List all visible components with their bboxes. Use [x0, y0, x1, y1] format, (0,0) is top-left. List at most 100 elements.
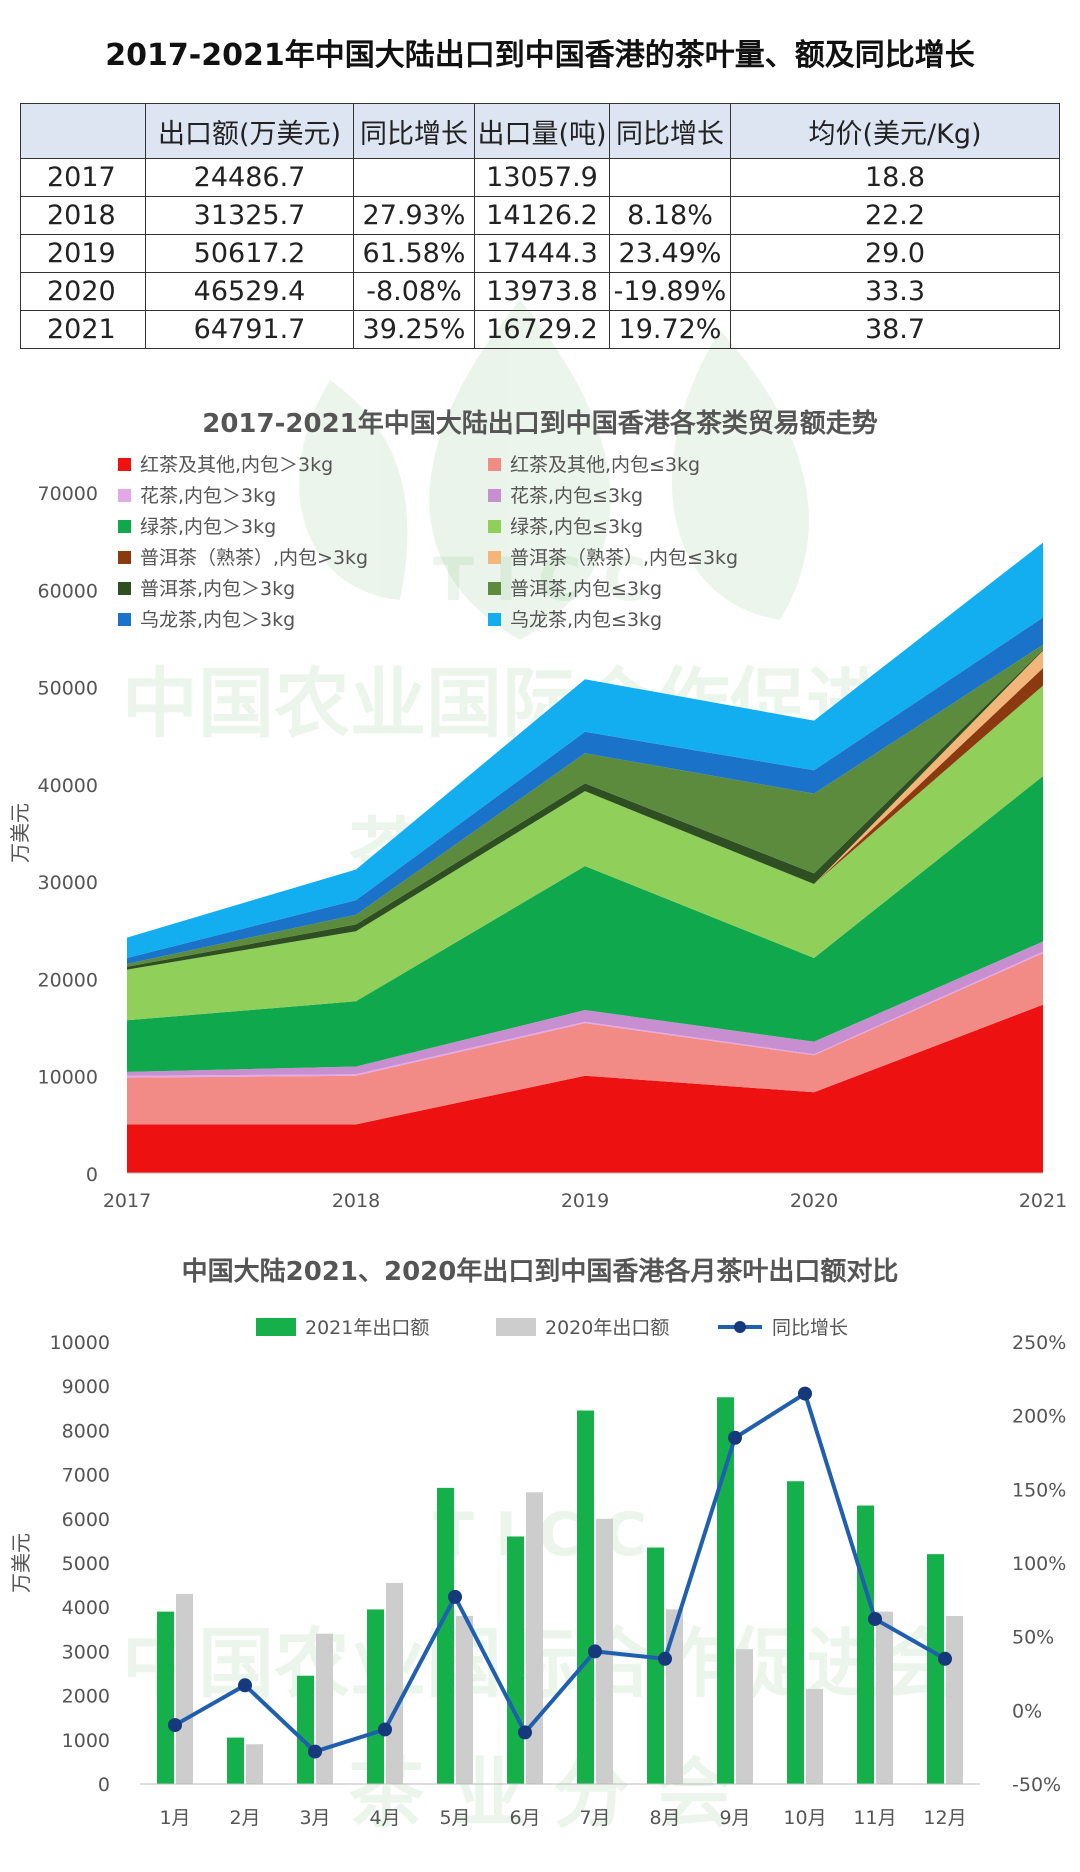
combo-x-tick-label: 5月 — [439, 1807, 470, 1829]
bar-2021 — [437, 1487, 454, 1784]
table-cell: 31325.7 — [145, 196, 354, 235]
legend-swatch — [488, 613, 501, 626]
bar-2020 — [526, 1492, 543, 1784]
combo-y-tick-label: 9000 — [62, 1376, 110, 1398]
bar-2020 — [946, 1616, 963, 1784]
table-row: 2018 31325.7 27.93% 14126.2 8.18% 22.2 — [20, 196, 1060, 235]
combo-x-tick-label: 2月 — [229, 1807, 260, 1829]
table-cell: 17444.3 — [474, 234, 610, 273]
area-y-tick-label: 70000 — [38, 483, 98, 505]
table-cell — [609, 158, 731, 197]
combo-y-tick-label: 4000 — [62, 1597, 110, 1619]
summary-table: 出口额(万美元) 同比增长 出口量(吨) 同比增长 均价(美元/Kg) 2017… — [20, 103, 1060, 349]
legend-label: 普洱茶,内包＞3kg — [140, 578, 295, 600]
legend-swatch — [496, 1318, 536, 1336]
combo-y2-tick-label: 50% — [1012, 1627, 1054, 1649]
legend-label: 花茶,内包＞3kg — [140, 485, 276, 507]
table-cell: 18.8 — [730, 158, 1060, 197]
combo-y2-tick-label: 100% — [1012, 1553, 1066, 1575]
table-cell-year: 2017 — [20, 158, 146, 197]
bar-2020 — [176, 1593, 193, 1784]
table-cell: 64791.7 — [145, 310, 354, 349]
table-cell-year: 2018 — [20, 196, 146, 235]
stacked-area-chart: 2017-2021年中国大陆出口到中国香港各茶类贸易额走势 0 10000 20000… — [8, 408, 1067, 1212]
table-header-export-value: 出口额(万美元) — [145, 103, 354, 159]
combo-x-tick-label: 11月 — [853, 1807, 896, 1829]
legend-swatch — [118, 613, 131, 626]
legend-label: 乌龙茶,内包≤3kg — [510, 609, 662, 631]
table-row: 2021 64791.7 39.25% 16729.2 19.72% 38.7 — [20, 310, 1060, 349]
area-series-4 — [127, 941, 1043, 1076]
growth-point — [938, 1651, 952, 1666]
growth-point — [168, 1718, 182, 1733]
bar-2021 — [297, 1675, 314, 1784]
area-x-tick-label: 2020 — [790, 1190, 838, 1212]
combo-y-tick-label: 0 — [98, 1774, 110, 1796]
bar-2021 — [927, 1554, 944, 1784]
combo-x-tick-label: 4月 — [369, 1807, 400, 1829]
bar-2021 — [507, 1536, 524, 1784]
legend-label: 花茶,内包≤3kg — [510, 485, 643, 507]
combo-y-tick-label: 8000 — [62, 1420, 110, 1442]
table-header-row: 出口额(万美元) 同比增长 出口量(吨) 同比增长 均价(美元/Kg) — [20, 103, 1060, 159]
table-cell: 46529.4 — [145, 272, 354, 311]
area-series-2 — [127, 953, 1043, 1125]
growth-point — [658, 1651, 672, 1666]
table-cell: 13973.8 — [474, 272, 610, 311]
growth-point — [798, 1386, 812, 1401]
area-chart-title: 2017-2021年中国大陆出口到中国香港各茶类贸易额走势 — [202, 408, 878, 439]
table-cell: 23.49% — [609, 234, 731, 273]
table-row: 2017 24486.7 13057.9 18.8 — [20, 158, 1060, 197]
combo-x-tick-label: 1月 — [159, 1807, 190, 1829]
legend-swatch — [488, 520, 501, 533]
area-y-tick-label: 10000 — [38, 1067, 98, 1089]
table-header-export-volume: 出口量(吨) — [474, 103, 610, 159]
combo-y2-tick-label: 0% — [1012, 1700, 1042, 1722]
legend-label: 红茶及其他,内包＞3kg — [140, 454, 333, 476]
combo-y-tick-label: 5000 — [62, 1553, 110, 1575]
growth-point — [238, 1678, 252, 1693]
table-cell: 50617.2 — [145, 234, 354, 273]
combo-y-tick-label: 1000 — [62, 1730, 110, 1752]
growth-point — [728, 1430, 742, 1445]
bar-2021 — [787, 1481, 804, 1784]
legend-label: 2021年出口额 — [305, 1317, 429, 1339]
growth-point — [518, 1725, 532, 1740]
combo-y-tick-label: 6000 — [62, 1509, 110, 1531]
table-cell: 39.25% — [353, 310, 475, 349]
table-cell-year: 2020 — [20, 272, 146, 311]
bar-2020 — [456, 1616, 473, 1784]
legend-swatch — [488, 489, 501, 502]
bar-2020 — [876, 1611, 893, 1784]
table-row: 2020 46529.4 -8.08% 13973.8 -19.89% 33.3 — [20, 272, 1060, 311]
table-cell: 13057.9 — [474, 158, 610, 197]
table-header-value-growth: 同比增长 — [353, 103, 475, 159]
table-cell: -8.08% — [353, 272, 475, 311]
bar-2020 — [246, 1744, 263, 1784]
legend-swatch — [488, 551, 501, 564]
growth-point — [308, 1744, 322, 1759]
table-cell: 29.0 — [730, 234, 1060, 273]
table-header-avg-price: 均价(美元/Kg) — [730, 103, 1060, 159]
combo-y-tick-label: 2000 — [62, 1686, 110, 1708]
bar-2021 — [157, 1611, 174, 1784]
legend-label: 普洱茶,内包≤3kg — [510, 578, 662, 600]
legend-label: 普洱茶（熟茶）,内包>3kg — [140, 547, 368, 569]
bar-2020 — [386, 1582, 403, 1784]
bar-2020 — [316, 1633, 333, 1784]
table-cell-year: 2021 — [20, 310, 146, 349]
bar-2020 — [736, 1649, 753, 1784]
legend-label: 同比增长 — [772, 1317, 848, 1339]
table-cell: 8.18% — [609, 196, 731, 235]
bar-2020 — [666, 1609, 683, 1784]
monthly-combo-chart: 中国大陆2021、2020年出口到中国香港各月茶叶出口额对比 0 1000 2000 3… — [9, 1256, 1066, 1829]
growth-point — [378, 1722, 392, 1737]
area-y-tick-label: 60000 — [38, 580, 98, 602]
area-series-12 — [127, 542, 1043, 958]
legend-swatch — [118, 489, 131, 502]
table-cell: 22.2 — [730, 196, 1060, 235]
combo-x-tick-label: 8月 — [649, 1807, 680, 1829]
bar-2021 — [367, 1609, 384, 1784]
table-header-corner — [20, 103, 146, 159]
combo-x-tick-label: 9月 — [719, 1807, 750, 1829]
